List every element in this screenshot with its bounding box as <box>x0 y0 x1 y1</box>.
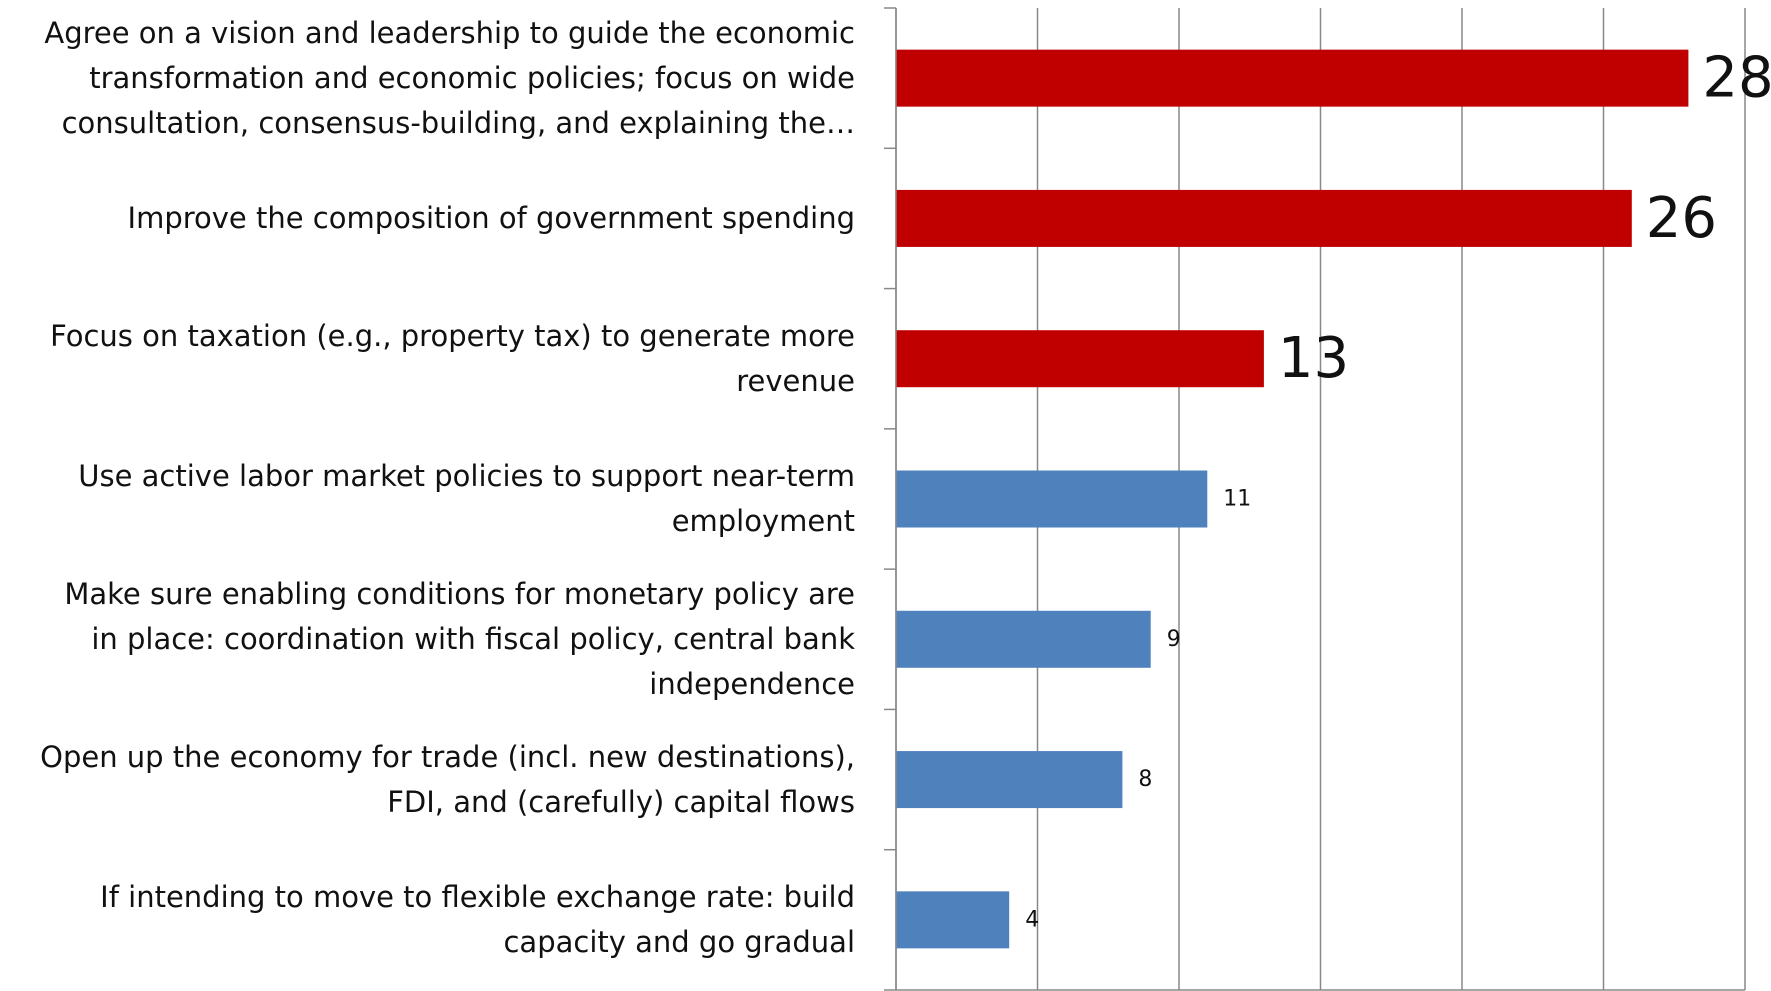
category-label-line: Make sure enabling conditions for moneta… <box>64 576 855 611</box>
category-label-line: independence <box>649 666 855 701</box>
category-label: Agree on a vision and leadership to guid… <box>0 11 855 146</box>
category-label-line: consultation, consensus-building, and ex… <box>61 105 855 140</box>
data-label: 13 <box>1278 326 1349 391</box>
bar <box>896 891 1010 949</box>
category-label: Open up the economy for trade (incl. new… <box>0 735 855 825</box>
bar <box>896 330 1264 388</box>
category-label-line: If intending to move to flexible exchang… <box>100 879 855 914</box>
data-label: 9 <box>1167 627 1181 652</box>
data-label: 11 <box>1223 487 1251 512</box>
category-label: Use active labor market policies to supp… <box>0 454 855 544</box>
bar <box>896 610 1151 668</box>
category-label-line: FDI, and (carefully) capital flows <box>387 784 855 819</box>
category-label: Improve the composition of government sp… <box>0 196 855 241</box>
category-label-line: Focus on taxation (e.g., property tax) t… <box>50 318 855 353</box>
category-label-line: Open up the economy for trade (incl. new… <box>40 739 855 774</box>
category-label: Make sure enabling conditions for moneta… <box>0 572 855 707</box>
data-label: 8 <box>1138 767 1152 792</box>
category-label-line: employment <box>671 504 855 538</box>
bar <box>896 189 1632 247</box>
category-label-line: in place: coordination with fiscal polic… <box>91 621 855 656</box>
data-label: 4 <box>1025 907 1039 932</box>
category-label-line: transformation and economic policies; fo… <box>89 60 855 95</box>
category-label-line: capacity and go gradual <box>503 924 855 959</box>
category-label: Focus on taxation (e.g., property tax) t… <box>0 314 855 404</box>
data-label: 26 <box>1646 186 1717 251</box>
category-label-line: revenue <box>736 363 855 398</box>
category-label-line: Use active labor market policies to supp… <box>78 459 855 493</box>
category-label-line: Agree on a vision and leadership to guid… <box>44 15 855 50</box>
data-labels: 28 26 13 11 9 8 4 <box>1025 46 1771 933</box>
bar <box>896 751 1123 809</box>
category-label-line: Improve the composition of government sp… <box>127 200 855 235</box>
bars <box>896 49 1689 949</box>
bar <box>896 470 1208 528</box>
category-axis <box>884 7 1745 991</box>
bar <box>896 49 1689 107</box>
data-label: 28 <box>1702 46 1771 111</box>
category-label: If intending to move to flexible exchang… <box>0 875 855 965</box>
